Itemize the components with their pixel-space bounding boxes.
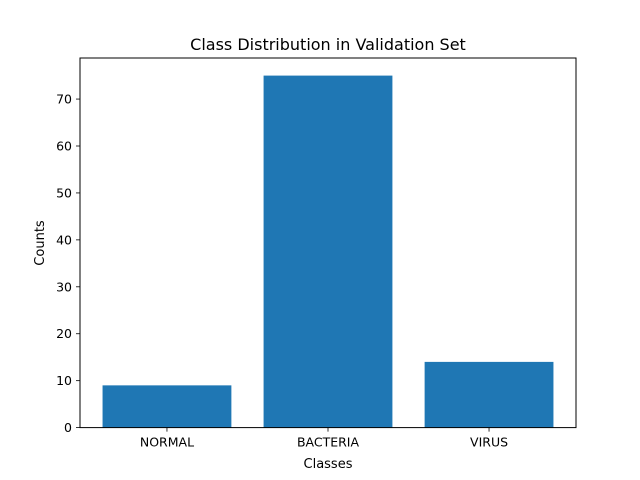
y-tick-label: 70 bbox=[56, 92, 72, 107]
y-axis-ticks: 0 10 20 30 40 50 60 70 bbox=[56, 92, 80, 435]
y-tick-label: 50 bbox=[56, 185, 72, 200]
x-axis-ticks: NORMAL BACTERIA VIRUS bbox=[140, 427, 508, 450]
y-tick-label: 30 bbox=[56, 279, 72, 294]
y-axis-label: Counts bbox=[33, 220, 48, 266]
y-tick-label: 20 bbox=[56, 326, 72, 341]
y-tick-label: 60 bbox=[56, 139, 72, 154]
x-tick-label: VIRUS bbox=[470, 435, 508, 450]
bar-normal bbox=[102, 385, 232, 428]
bars-group bbox=[102, 75, 554, 428]
bar-bacteria bbox=[263, 75, 393, 428]
x-tick-label: NORMAL bbox=[140, 435, 194, 450]
plot-frame bbox=[79, 57, 577, 429]
x-tick-label: BACTERIA bbox=[297, 435, 360, 450]
chart-title: Class Distribution in Validation Set bbox=[190, 35, 466, 54]
x-axis-label: Classes bbox=[304, 457, 353, 472]
y-tick-label: 10 bbox=[56, 373, 72, 388]
bar-virus bbox=[424, 361, 554, 428]
y-tick-label: 40 bbox=[56, 232, 72, 247]
y-tick-label: 0 bbox=[64, 420, 72, 435]
